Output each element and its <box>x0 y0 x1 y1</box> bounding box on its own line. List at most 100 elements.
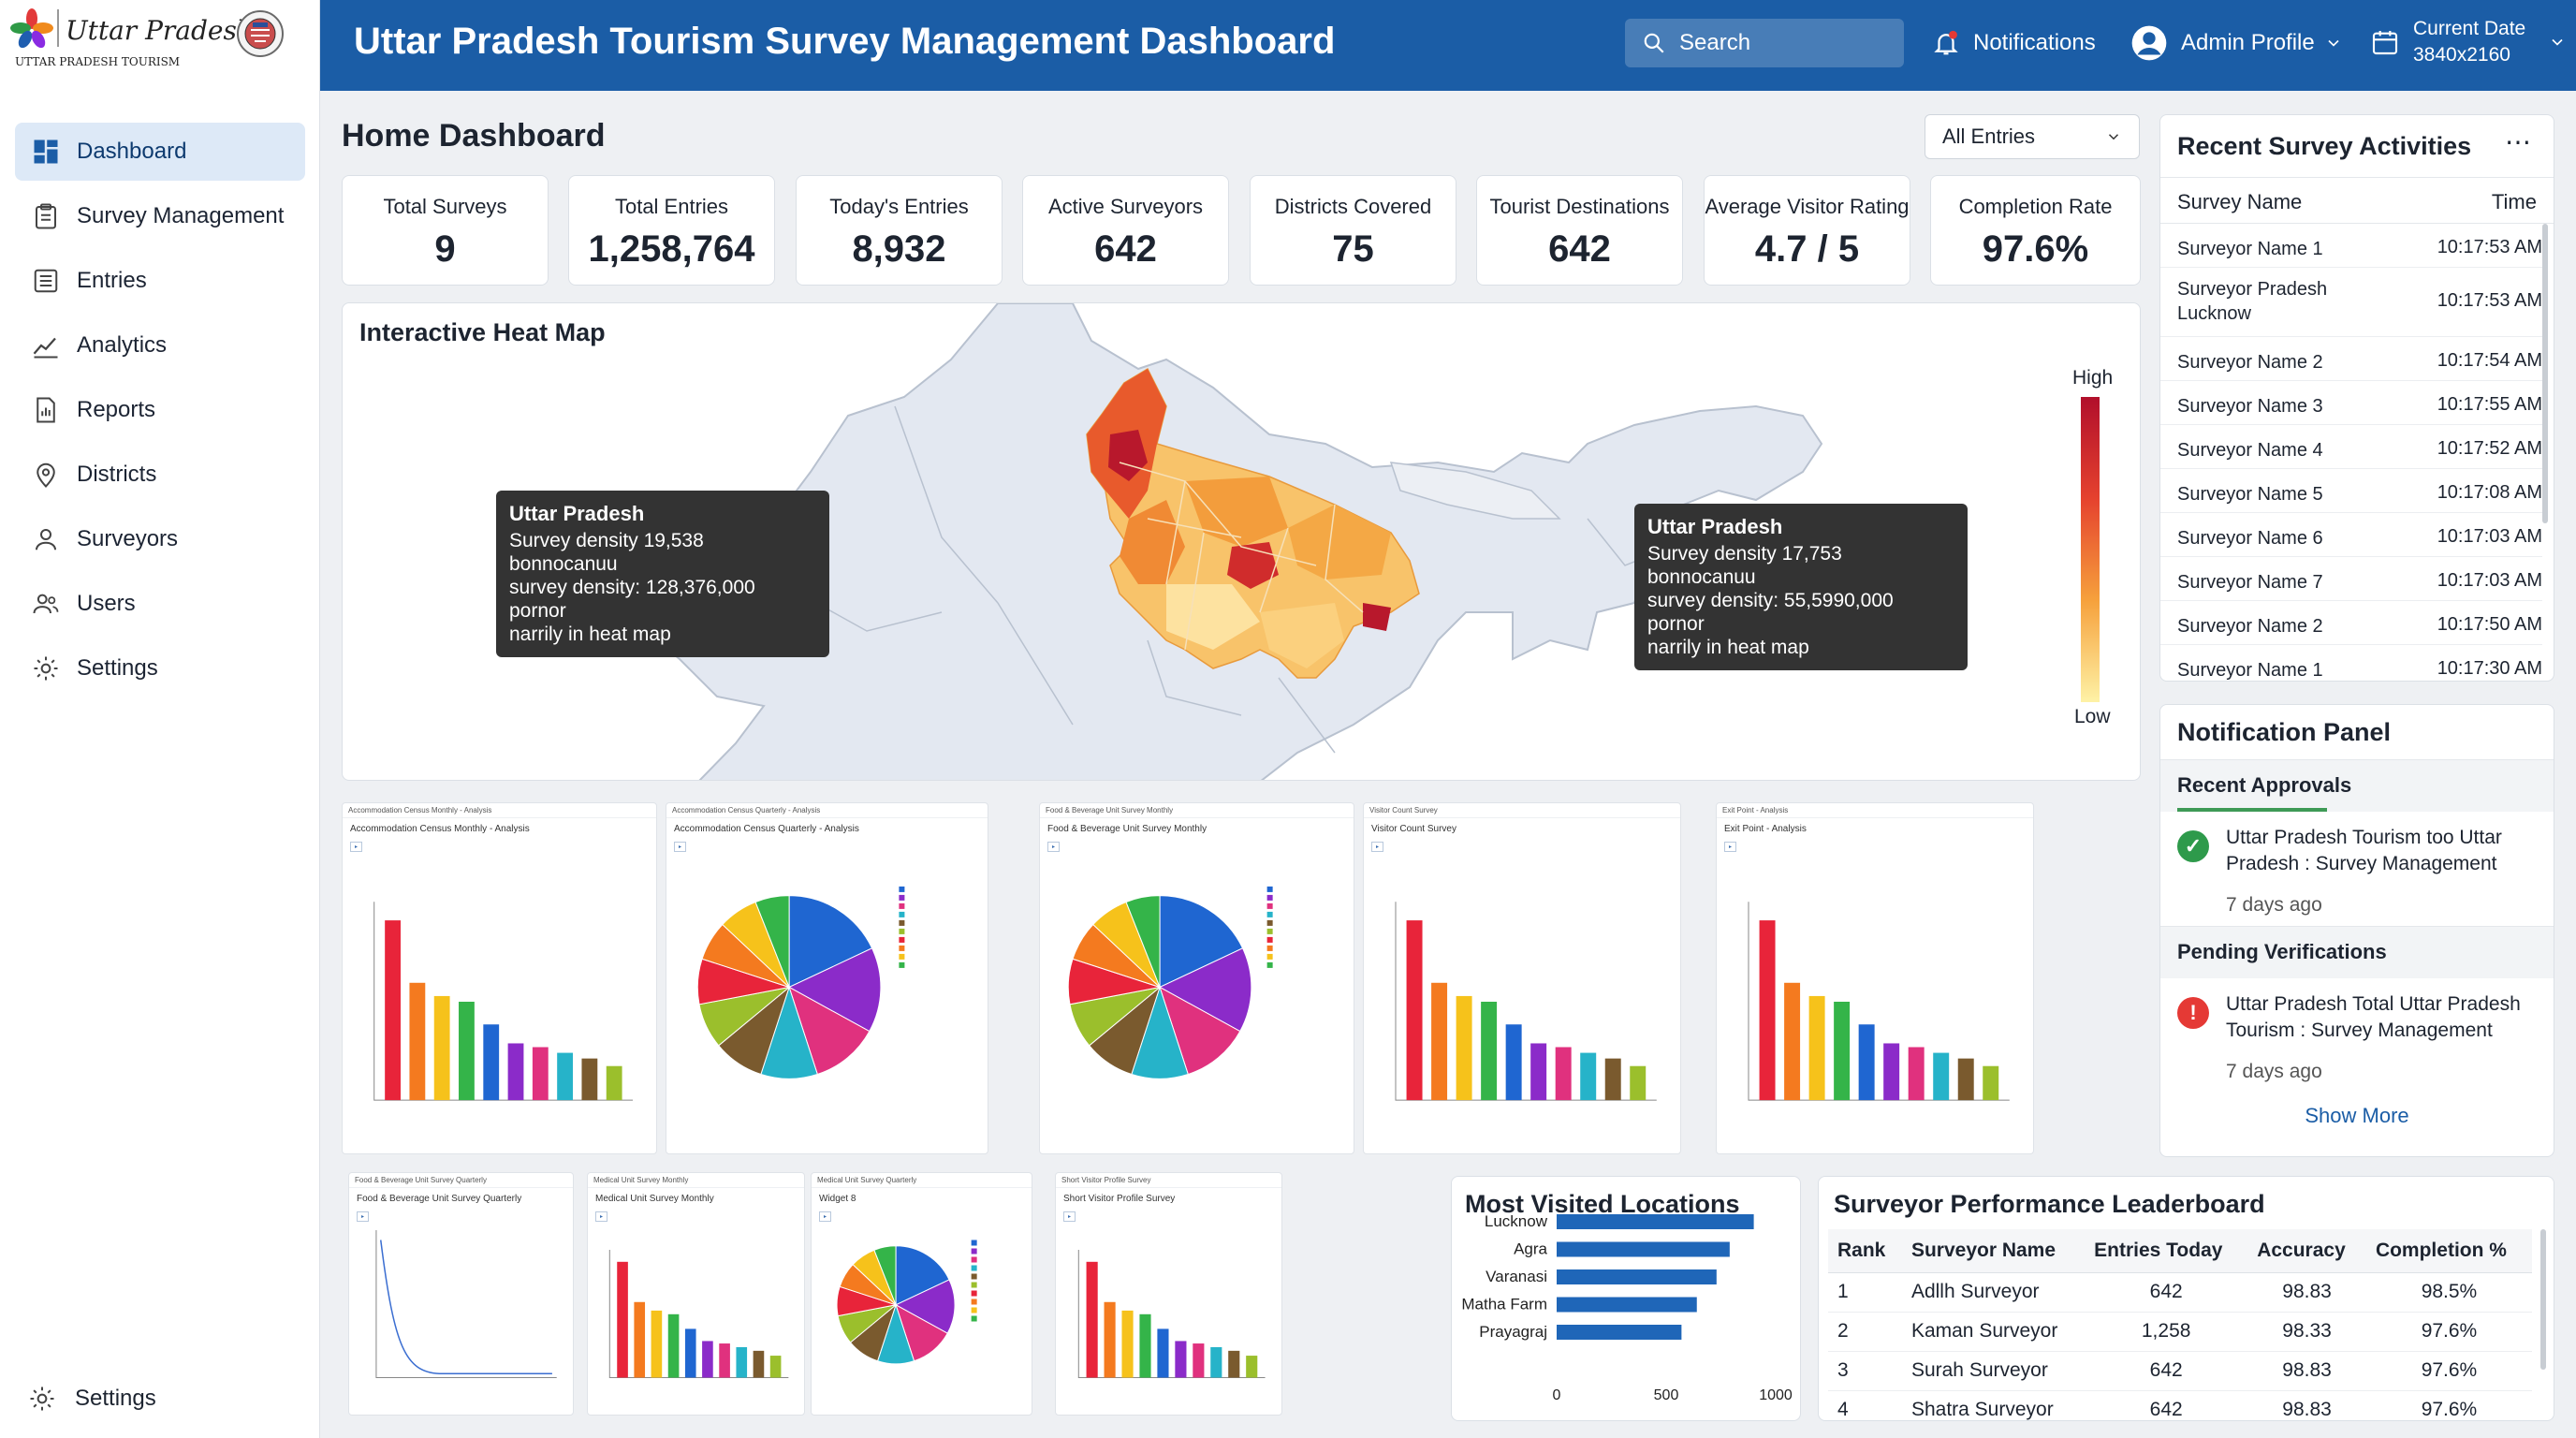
recent-activity-row[interactable]: Surveyor Name 4 10:17:52 AM <box>2160 425 2542 469</box>
survey-chart-thumbnail[interactable]: Food & Beverage Unit Survey Monthly Food … <box>1039 802 1354 1154</box>
recent-activity-row[interactable]: Surveyor Name 3 10:17:55 AM <box>2160 381 2542 425</box>
leaderboard-row[interactable]: 2 Kaman Surveyor 1,258 98.33 97.6% <box>1828 1312 2532 1352</box>
col-surveyor-name[interactable]: Surveyor Name <box>1901 1229 2086 1273</box>
thumbnail-action-button[interactable]: ▸ <box>819 1211 832 1222</box>
pending-notification[interactable]: ! Uttar Pradesh Total Uttar Pradesh Tour… <box>2177 991 2542 1085</box>
thumbnail-action-button[interactable]: ▸ <box>1724 842 1737 852</box>
tooltip-line: narrily in heat map <box>509 624 671 645</box>
search-input[interactable]: Search <box>1625 19 1904 67</box>
survey-chart-thumbnail[interactable]: Medical Unit Survey Quarterly Widget 8 ▸ <box>811 1172 1032 1416</box>
location-bar[interactable] <box>1557 1325 1682 1340</box>
stat-card-tourist-destinations[interactable]: Tourist Destinations 642 <box>1476 175 1683 286</box>
survey-chart-thumbnail[interactable]: Accommodation Census Quarterly - Analysi… <box>666 802 988 1154</box>
sidebar-item-districts[interactable]: Districts <box>15 446 305 504</box>
sidebar-item-surveyors[interactable]: Surveyors <box>15 510 305 568</box>
activity-time: 10:17:03 AM <box>2437 526 2542 547</box>
recent-activity-row[interactable]: Surveyor Name 1 10:17:30 AM <box>2160 645 2542 681</box>
sidebar-item-settings[interactable]: Settings <box>15 639 305 697</box>
location-bar[interactable] <box>1557 1241 1730 1257</box>
survey-chart-thumbnail[interactable]: Visitor Count Survey Visitor Count Survey… <box>1363 802 1681 1154</box>
sidebar-item-analytics[interactable]: Analytics <box>15 316 305 374</box>
stat-label: Total Entries <box>614 195 729 218</box>
rank-cell: 2 <box>1828 1312 1902 1352</box>
more-options-icon[interactable]: ⋯ <box>2505 127 2533 156</box>
activity-survey-name: Surveyor Name 7 <box>2177 572 2323 593</box>
sidebar-item-dashboard[interactable]: Dashboard <box>15 123 305 181</box>
thumbnail-bar <box>617 1261 628 1378</box>
activity-time: 10:17:53 AM <box>2437 290 2542 311</box>
thumbnail-legend-swatch <box>1266 961 1273 968</box>
stat-card-total-surveys[interactable]: Total Surveys 9 <box>342 175 549 286</box>
leaderboard-row[interactable]: 1 Adllh Surveyor 642 98.83 98.5% <box>1828 1272 2532 1313</box>
leaderboard-row[interactable]: 4 Shatra Surveyor 642 98.83 97.6% <box>1828 1390 2532 1420</box>
recent-survey-activities-panel: Recent Survey Activities ⋯ Survey Name T… <box>2159 114 2554 682</box>
thumbnail-bar-chart <box>1395 902 1657 1101</box>
survey-chart-thumbnail[interactable]: Exit Point - Analysis Exit Point - Analys… <box>1716 802 2034 1154</box>
sidebar-item-entries[interactable]: Entries <box>15 252 305 310</box>
survey-chart-thumbnail[interactable]: Accommodation Census Monthly - Analysis A… <box>342 802 657 1154</box>
approval-notification[interactable]: ✓ Uttar Pradesh Tourism too Uttar Prades… <box>2177 825 2542 918</box>
col-completion[interactable]: Completion % <box>2365 1229 2532 1273</box>
admin-profile-menu[interactable]: Admin Profile <box>2130 19 2356 67</box>
thumbnail-bar <box>1555 1047 1572 1101</box>
leaderboard-scrollbar[interactable] <box>2540 1229 2546 1370</box>
notification-panel: Notification Panel Recent Approvals ✓ Ut… <box>2159 704 2554 1157</box>
recent-activity-row[interactable]: Surveyor Name 2 10:17:50 AM <box>2160 601 2542 645</box>
thumbnail-bar <box>702 1341 713 1378</box>
current-date-menu[interactable]: Current Date 3840x2160 <box>2370 13 2576 71</box>
recent-activity-row[interactable]: Surveyor Name 1 10:17:53 AM <box>2160 224 2542 268</box>
brand-logo[interactable]: Uttar Pradesh UTTAR PRADESH TOURISM <box>9 6 309 73</box>
entries-today-cell: 1,258 <box>2085 1312 2248 1352</box>
entries-filter-select[interactable]: All Entries <box>1925 114 2140 159</box>
thumbnail-action-button[interactable]: ▸ <box>1371 842 1384 852</box>
survey-chart-thumbnail[interactable]: Short Visitor Profile Survey Short Visito… <box>1055 1172 1282 1416</box>
thumbnail-bar <box>1210 1346 1222 1378</box>
notifications-button[interactable]: Notifications <box>1932 19 2096 67</box>
heat-map-title: Interactive Heat Map <box>359 318 606 346</box>
recent-activity-row[interactable]: Surveyor Name 6 10:17:03 AM <box>2160 513 2542 557</box>
stat-card-todays-entries[interactable]: Today's Entries 8,932 <box>796 175 1003 286</box>
accuracy-cell: 98.83 <box>2247 1390 2366 1420</box>
stat-card-completion-rate[interactable]: Completion Rate 97.6% <box>1930 175 2141 286</box>
recent-activity-row[interactable]: Surveyor Name 2 10:17:54 AM <box>2160 337 2542 381</box>
thumbnail-bar <box>1834 1001 1851 1101</box>
thumbnail-action-button[interactable]: ▸ <box>350 842 363 852</box>
thumbnail-action-button[interactable]: ▸ <box>357 1211 370 1222</box>
recent-approvals-tab[interactable]: Recent Approvals <box>2160 759 2554 812</box>
sidebar-item-survey-management[interactable]: Survey Management <box>15 187 305 245</box>
col-rank[interactable]: Rank <box>1828 1229 1902 1273</box>
sidebar-bottom-settings[interactable]: Settings <box>28 1371 156 1427</box>
thumbnail-bar <box>1431 982 1448 1101</box>
thumbnail-action-button[interactable]: ▸ <box>595 1211 608 1222</box>
thumbnail-action-button[interactable]: ▸ <box>1063 1211 1076 1222</box>
stat-card-total-entries[interactable]: Total Entries 1,258,764 <box>568 175 775 286</box>
stat-card-districts-covered[interactable]: Districts Covered 75 <box>1250 175 1456 286</box>
thumbnail-action-button[interactable]: ▸ <box>1047 842 1061 852</box>
recent-activity-row[interactable]: Surveyor Name 7 10:17:03 AM <box>2160 557 2542 601</box>
thumbnail-legend-swatch <box>1266 902 1273 909</box>
sidebar-item-reports[interactable]: Reports <box>15 381 305 439</box>
location-bar[interactable] <box>1557 1297 1697 1313</box>
pending-verifications-tab[interactable]: Pending Verifications <box>2160 926 2554 978</box>
leaderboard-row[interactable]: 3 Surah Surveyor 642 98.83 97.6% <box>1828 1351 2532 1391</box>
recent-scrollbar[interactable] <box>2542 224 2548 523</box>
stat-card-average-visitor-rating[interactable]: Average Visitor Rating 4.7 / 5 <box>1704 175 1910 286</box>
col-accuracy[interactable]: Accuracy <box>2247 1229 2366 1273</box>
heat-map-panel: Interactive Heat Map Uttar Pradesh Surve… <box>342 302 2141 781</box>
thumbnail-action-button[interactable]: ▸ <box>674 842 687 852</box>
sidebar-item-users[interactable]: Users <box>15 575 305 633</box>
legend-low-label: Low <box>2074 706 2111 727</box>
recent-activity-row[interactable]: Surveyor Name 5 10:17:08 AM <box>2160 469 2542 513</box>
col-entries-today[interactable]: Entries Today <box>2085 1229 2248 1273</box>
stat-card-active-surveyors[interactable]: Active Surveyors 642 <box>1022 175 1229 286</box>
thumbnail-bar <box>409 982 426 1101</box>
survey-chart-thumbnail[interactable]: Medical Unit Survey Monthly Medical Unit … <box>587 1172 805 1416</box>
search-icon <box>1644 33 1664 53</box>
recent-activity-row[interactable]: Surveyor Pradesh Lucknow 10:17:53 AM <box>2160 268 2542 337</box>
location-bar[interactable] <box>1557 1214 1754 1229</box>
location-bar[interactable] <box>1557 1269 1717 1284</box>
survey-chart-thumbnail[interactable]: Food & Beverage Unit Survey Quarterly Foo… <box>348 1172 574 1416</box>
stats-row: Total Surveys 9 Total Entries 1,258,764 To… <box>342 175 2141 286</box>
entries-today-cell: 642 <box>2085 1390 2248 1420</box>
show-more-link[interactable]: Show More <box>2305 1104 2409 1127</box>
